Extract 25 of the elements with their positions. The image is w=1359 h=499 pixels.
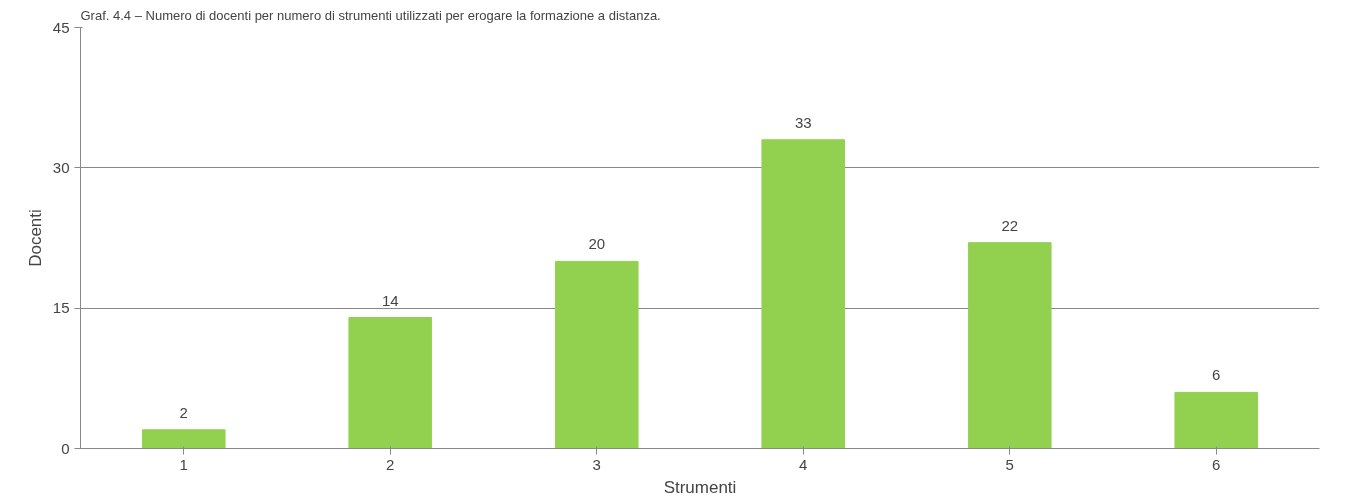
bar	[761, 139, 846, 449]
x-tick-label: 1	[179, 455, 188, 473]
x-tick-label: 5	[1005, 455, 1014, 473]
y-tick-label: 15	[52, 299, 70, 317]
bar	[348, 317, 433, 449]
y-axis-title: Docenti	[25, 209, 45, 267]
x-axis-title: Strumenti	[663, 477, 737, 497]
y-tick-label: 45	[52, 18, 70, 36]
y-tick-label: 30	[52, 158, 70, 176]
data-label: 6	[1212, 366, 1221, 384]
bar	[967, 242, 1052, 449]
data-label: 33	[794, 113, 812, 131]
data-label: 2	[179, 403, 188, 421]
data-label: 14	[381, 291, 399, 309]
bar	[554, 260, 639, 449]
data-label: 22	[1001, 216, 1019, 234]
bar	[1174, 391, 1259, 449]
x-tick-label: 3	[592, 455, 601, 473]
bar	[141, 429, 226, 449]
x-tick-label: 6	[1212, 455, 1221, 473]
x-tick-label: 4	[799, 455, 808, 473]
x-tick-label: 2	[386, 455, 395, 473]
data-label: 20	[588, 235, 606, 253]
y-tick-label: 0	[61, 439, 70, 457]
chart-title: Graf. 4.4 – Numero di docenti per numero di strumenti utilizzati per erogare la formazione a distanza.	[80, 7, 661, 23]
